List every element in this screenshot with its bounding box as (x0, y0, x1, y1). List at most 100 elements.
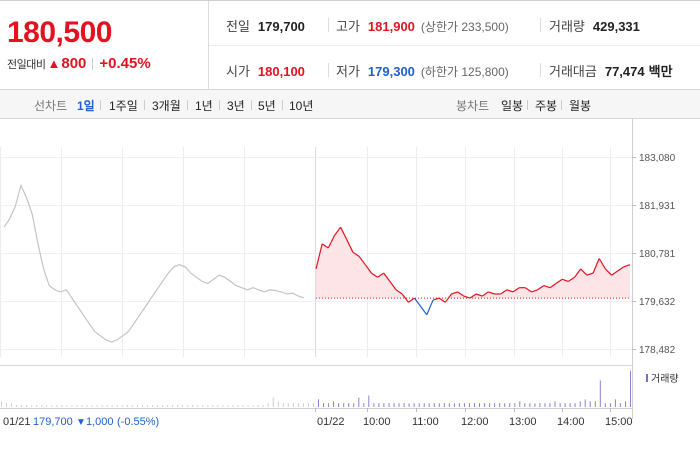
volume-bar (338, 403, 340, 407)
volume-bar (56, 405, 58, 407)
volume-bar (141, 405, 143, 407)
volume-bar (418, 403, 420, 407)
chart-canvas: 183,080 181,931 180,781 179,632 178,482 01/2… (0, 119, 679, 428)
volume-bar (101, 405, 103, 407)
tab-1w[interactable]: 1주일 (109, 99, 138, 113)
volume-bar (363, 403, 365, 407)
stat-value: 179,300 (367, 64, 415, 79)
volume-bar (152, 405, 153, 407)
volume-bar (106, 405, 108, 407)
volume-legend-swatch (646, 374, 648, 382)
volume-bar (21, 405, 23, 407)
volume-bar (207, 405, 209, 407)
volume-bar (16, 405, 18, 407)
prev-day-pct: (-0.55%) (117, 416, 159, 428)
volume-bar (619, 403, 621, 407)
today-line-segment (426, 299, 434, 316)
volume-bar (625, 401, 626, 407)
volume-bar (262, 405, 264, 407)
stat-unit: 백만 (648, 64, 673, 79)
volume-bar (287, 403, 289, 407)
volume-bar (232, 405, 234, 407)
volume-bar (609, 403, 611, 407)
today-line-segment (506, 289, 514, 293)
volume-bar (529, 403, 531, 407)
volume-bar (519, 401, 521, 407)
today-line-segment (568, 276, 575, 282)
volume-bar (443, 403, 445, 407)
today-line-segment (389, 281, 397, 291)
stat-label: 거래대금 (549, 64, 597, 79)
stat-value: 181,900 (367, 19, 415, 34)
volume-bar (46, 405, 48, 407)
volume-bar (167, 405, 169, 407)
volume-bar (333, 401, 335, 407)
tab-1y[interactable]: 1년 (195, 99, 213, 113)
volume-bar (197, 405, 199, 407)
today-line-segment (457, 291, 465, 297)
volume-bar (297, 403, 299, 407)
volume-bar (448, 403, 450, 407)
change-amount: 800 (61, 55, 87, 72)
volume-bar (544, 403, 546, 407)
tab-3y[interactable]: 3년 (227, 99, 245, 113)
today-series (315, 226, 631, 316)
volume-bar (282, 403, 284, 407)
today-line-segment (500, 289, 508, 295)
today-line-segment (364, 264, 372, 274)
today-line-segment (432, 297, 440, 301)
today-line-segment (598, 258, 606, 270)
volume-bar (252, 405, 254, 407)
volume-bars (1, 371, 631, 407)
volume-bar (6, 403, 7, 407)
stat-high: 고가 181,900 (상한가 233,500) (336, 16, 509, 35)
volume-bar (222, 405, 224, 407)
divider (100, 100, 101, 110)
today-line-segment (617, 266, 625, 272)
today-line-segment (543, 285, 551, 289)
tab-daily[interactable]: 일봉 (501, 99, 524, 113)
volume-bar (202, 405, 204, 407)
volume-bar (318, 399, 319, 407)
tab-weekly[interactable]: 주봉 (535, 99, 558, 113)
today-line-segment (414, 297, 422, 307)
stat-label: 고가 (336, 19, 360, 34)
volume-bar (182, 405, 184, 407)
volume-bar (323, 403, 324, 407)
volume-bar (393, 403, 395, 407)
volume-bar (348, 403, 350, 407)
volume-bar (579, 401, 581, 407)
volume-bar (614, 399, 616, 407)
prev-day-series (3, 183, 305, 343)
volume-bar (514, 403, 516, 407)
volume-bar (474, 403, 475, 407)
volume-bar (559, 403, 561, 407)
today-line-segment (395, 289, 403, 295)
tab-10y[interactable]: 10년 (289, 99, 314, 113)
stat-value: 180,100 (257, 64, 305, 79)
today-line-segment (334, 226, 342, 236)
volume-bar (308, 403, 309, 407)
volume-bar (630, 371, 631, 407)
volume-bar (41, 405, 43, 407)
today-line-segment (352, 251, 360, 257)
today-line-segment (580, 268, 588, 276)
volume-bar (589, 401, 591, 407)
tab-3m[interactable]: 3개월 (152, 99, 181, 113)
today-line-segment (469, 293, 477, 299)
tab-5y[interactable]: 5년 (258, 99, 276, 113)
volume-bar (11, 403, 13, 407)
x-tick-label: 15:00 (605, 416, 633, 428)
divider (540, 63, 541, 77)
price-box: 180,500 전일대비 ▲ 800 +0.45% (0, 1, 209, 89)
today-line-segment (377, 272, 385, 278)
divider (92, 57, 94, 70)
tab-1d[interactable]: 1일 (77, 99, 95, 113)
stat-value: 429,331 (592, 19, 640, 34)
x-tick-label: 11:00 (412, 416, 439, 428)
volume-bar (438, 403, 440, 407)
today-line-segment (481, 291, 489, 297)
volume-bar (484, 403, 486, 407)
tab-monthly[interactable]: 월봉 (569, 99, 592, 113)
today-line-segment (327, 235, 336, 249)
